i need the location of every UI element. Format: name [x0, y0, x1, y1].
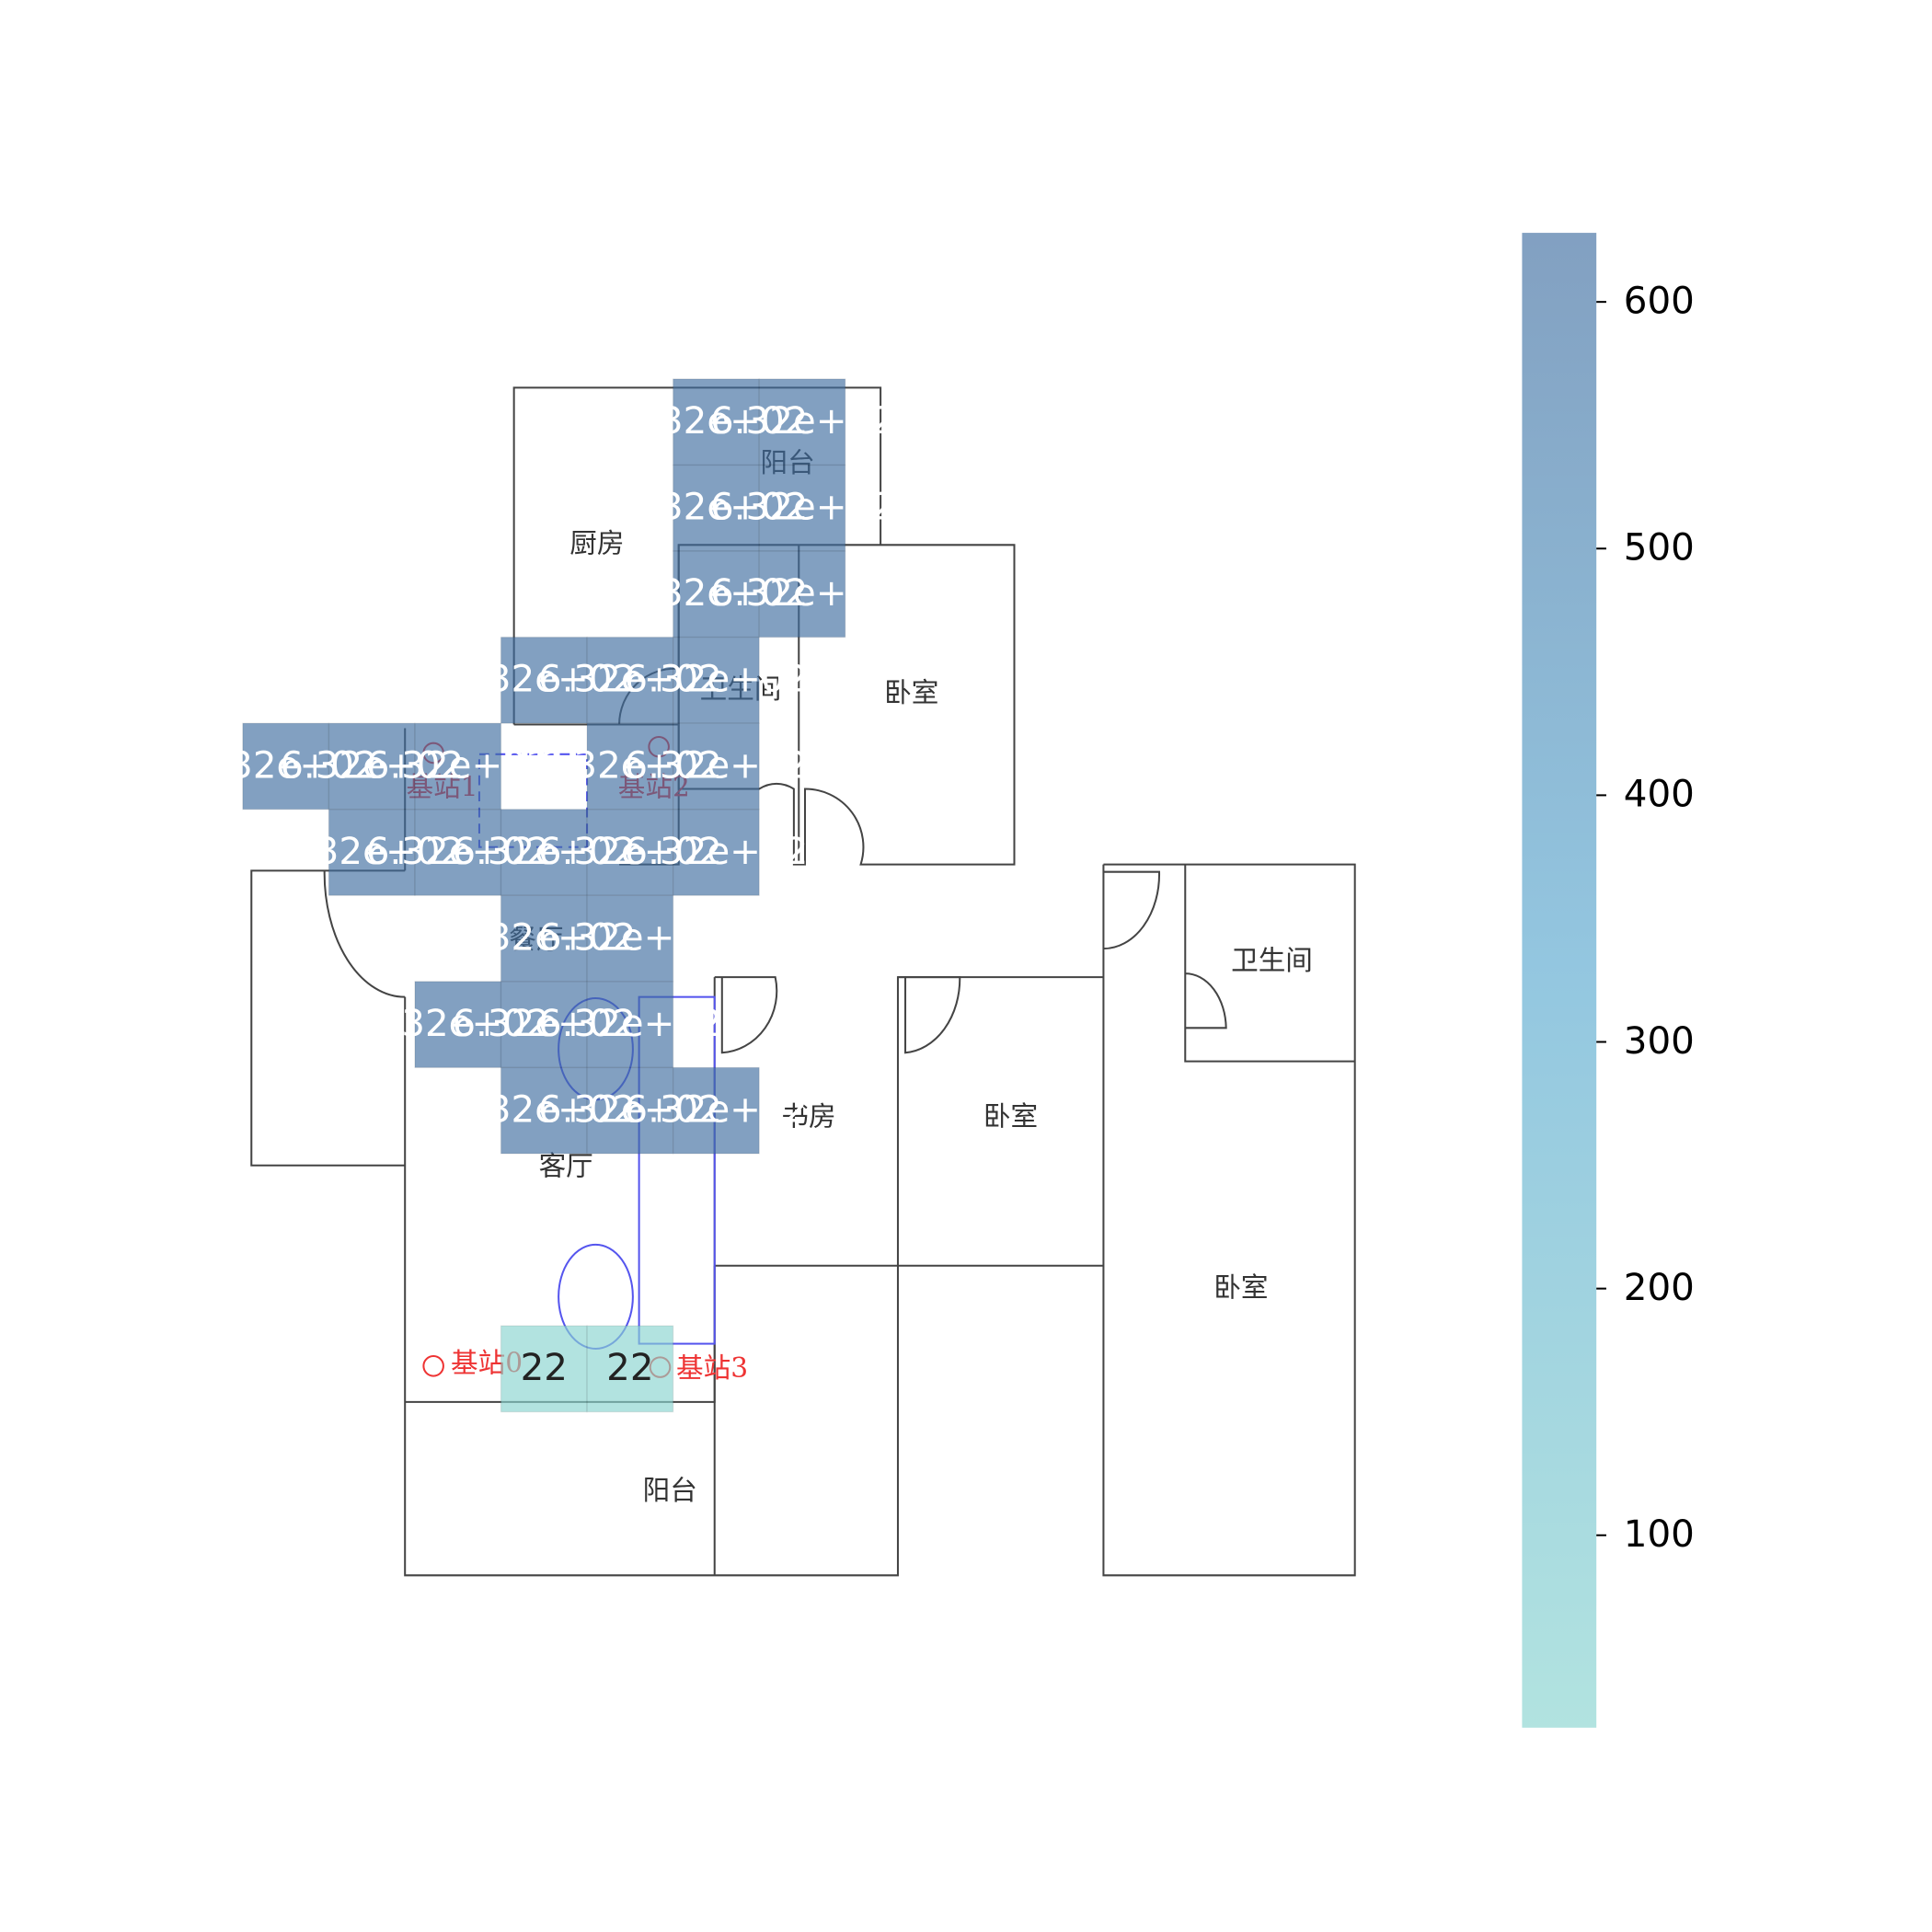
cell-label: 6.32e+02 — [624, 399, 808, 443]
colorbar-tick-label: 300 — [1624, 1019, 1695, 1063]
heat-cell — [672, 722, 760, 811]
heat-cell — [758, 550, 846, 638]
heat-cell — [672, 809, 760, 896]
heat-cell — [414, 809, 502, 896]
cell-label: 6.32e+02 — [624, 743, 808, 787]
heat-cell — [586, 1325, 674, 1413]
colorbar-tick-label: 600 — [1624, 279, 1695, 322]
cell-label: 6.32e+02 — [452, 1002, 636, 1045]
cell-label: 6.32e+02 — [538, 743, 722, 787]
room-label: 厨房 — [569, 527, 624, 558]
colorbar-tick-label: 100 — [1624, 1512, 1695, 1556]
station-label: 基站3 — [676, 1352, 748, 1384]
cell-label: 6.32e+02 — [452, 658, 636, 701]
wall — [250, 869, 406, 1167]
wall — [512, 386, 1016, 866]
heat-cell — [586, 1066, 674, 1155]
heat-cell — [586, 981, 674, 1069]
colorbar-tick-label: 200 — [1624, 1266, 1695, 1309]
cell-label: 6.32e+02 — [366, 830, 550, 873]
heat-cell — [672, 464, 760, 552]
cell-label: 6.32e+02 — [452, 915, 636, 959]
colorbar: 100 200 300 400 500 600 — [1522, 233, 1695, 1728]
cell-label: 6.32e+02 — [710, 486, 894, 529]
heat-cell — [758, 464, 846, 552]
cell-label: 6.32e+02 — [366, 1002, 550, 1045]
heat-cell — [500, 636, 588, 724]
heatmap — [242, 378, 846, 1413]
sofa — [638, 995, 716, 1345]
cell-label: 6.32e+02 — [280, 743, 464, 787]
colorbar-fill — [1522, 233, 1597, 1728]
cell-label: 6.32e+02 — [194, 743, 378, 787]
heat-cell — [500, 894, 588, 983]
heat-cell — [242, 722, 330, 811]
cell-label: 6.32e+02 — [538, 915, 722, 959]
heat-cell — [672, 1066, 760, 1155]
colorbar-tick-label: 400 — [1624, 773, 1695, 816]
cell-label: 22 — [606, 1346, 653, 1389]
colorbar-tick-label: 500 — [1624, 526, 1695, 569]
cell-label: 6.32e+02 — [710, 571, 894, 615]
cell-label: 6.32e+02 — [452, 830, 636, 873]
cell-label: 6.32e+02 — [280, 830, 464, 873]
room-label: 卫生间 — [1231, 945, 1313, 976]
cell-label: 6.32e+02 — [538, 1088, 722, 1132]
cell-label: 6.32e+02 — [538, 830, 722, 873]
heat-cell — [672, 550, 760, 638]
wall — [1184, 864, 1355, 1063]
cell-label: 6.32e+02 — [452, 1088, 636, 1132]
heat-cell — [586, 894, 674, 983]
heat-cell — [672, 378, 760, 466]
heat-cell — [414, 722, 502, 811]
heat-cell — [328, 722, 416, 811]
cell-label: 6.32e+02 — [624, 658, 808, 701]
station-marker — [422, 1355, 444, 1377]
heat-cell — [500, 981, 588, 1069]
cell-label: 6.32e+02 — [624, 830, 808, 873]
heat-cell — [500, 1325, 588, 1413]
cell-labels: 6.32e+026.32e+026.32e+026.32e+026.32e+02… — [194, 399, 894, 1389]
room-label: 阳台 — [643, 1475, 697, 1506]
room-label: 书房 — [781, 1101, 835, 1133]
cell-label: 6.32e+02 — [710, 399, 894, 443]
heat-cell — [586, 636, 674, 724]
room-label: 卧室 — [884, 677, 938, 708]
heat-cell — [758, 378, 846, 466]
heat-cell — [414, 981, 502, 1069]
cell-label: 6.32e+02 — [366, 743, 550, 787]
room-label: 客厅 — [539, 1150, 593, 1181]
wall — [714, 863, 1356, 1577]
cell-label: 6.32e+02 — [538, 1002, 722, 1045]
cell-label: 6.32e+02 — [624, 486, 808, 529]
heat-cell — [328, 809, 416, 896]
cell-label: 6.32e+02 — [624, 571, 808, 615]
heat-cell — [672, 636, 760, 724]
room-label: 卧室 — [983, 1101, 1038, 1133]
cell-label: 6.32e+02 — [624, 1088, 808, 1132]
cell-label: 22 — [521, 1346, 568, 1389]
room-label: 卧室 — [1213, 1271, 1268, 1303]
cell-label: 6.32e+02 — [538, 658, 722, 701]
